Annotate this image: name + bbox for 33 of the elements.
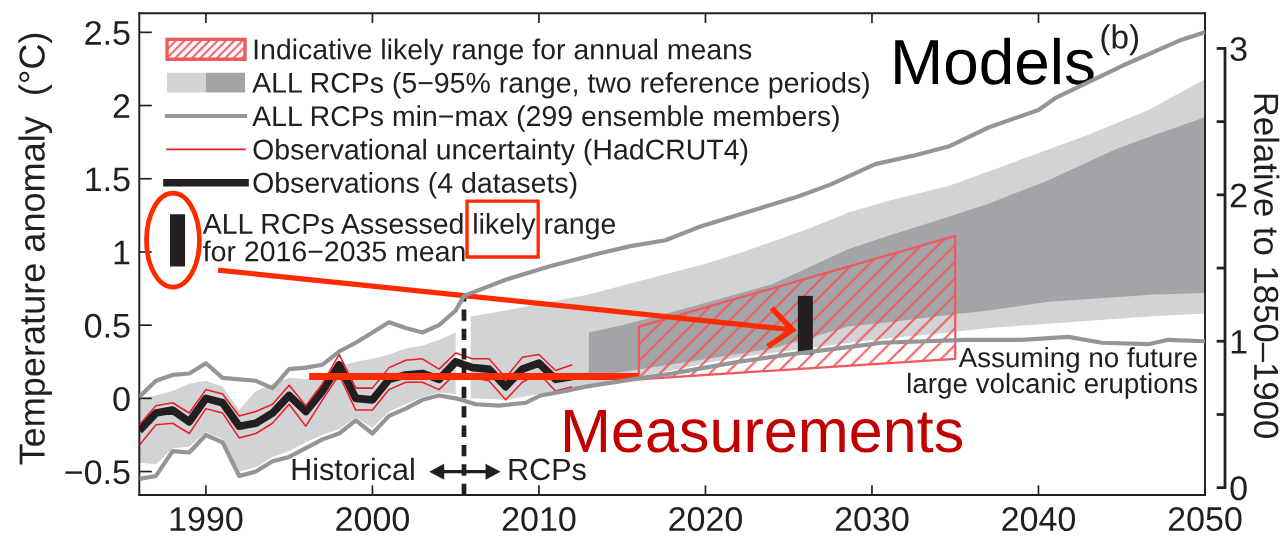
annotation: Models bbox=[895, 37, 1094, 85]
y2-axis-title: Relative to 1850–1900 bbox=[1253, 94, 1280, 438]
x-tick-label: 2050 bbox=[1168, 507, 1242, 532]
x-tick-label: 2000 bbox=[336, 507, 409, 532]
y-tick-label: 0.5 bbox=[85, 313, 130, 338]
legend-label: Observational uncertainty (HadCRUT4) bbox=[253, 138, 748, 166]
y2-tick-label: 1 bbox=[1231, 330, 1247, 354]
legend-label: ALL RCPs Assessed likely range for 2016−2035 mean bbox=[202, 213, 616, 262]
x-tick-label: 2030 bbox=[835, 507, 909, 532]
y-tick-label: 1.5 bbox=[86, 167, 130, 192]
x-tick-label: 2020 bbox=[669, 507, 742, 532]
line-series bbox=[139, 334, 1205, 481]
x-tick-label: 1990 bbox=[170, 507, 243, 532]
y-axis-title: Temperature anomaly (°C) bbox=[18, 33, 53, 465]
annotation: Historical bbox=[292, 457, 414, 481]
annotation: RCPs bbox=[509, 458, 586, 481]
legend-label: ALL RCPs min−max (299 ensemble members) bbox=[252, 105, 839, 132]
legend-label: ALL RCPs (5−95% range, two reference periods) bbox=[252, 71, 869, 99]
y-tick-label: 1 bbox=[114, 240, 130, 265]
legend-label: Observations (4 datasets) bbox=[253, 172, 577, 199]
legend-label: Indicative likely range for annual means bbox=[254, 38, 752, 66]
y2-tick-label: 2 bbox=[1230, 183, 1247, 208]
x-tick-label: 2040 bbox=[1002, 507, 1076, 532]
y-tick-label: 0 bbox=[113, 386, 130, 412]
annotation: Measurements bbox=[565, 409, 963, 453]
annotation: Assuming no future large volcanic eruptions bbox=[908, 346, 1197, 399]
y-tick-label: 2 bbox=[113, 94, 130, 118]
y2-tick-label: 0 bbox=[1230, 476, 1247, 501]
annotation: (b) bbox=[1101, 24, 1139, 56]
y-tick-label: −0.5 bbox=[65, 460, 130, 485]
y-tick-label: 2.5 bbox=[85, 20, 130, 45]
x-tick-label: 2010 bbox=[502, 507, 576, 532]
y2-tick-label: 3 bbox=[1230, 37, 1247, 62]
